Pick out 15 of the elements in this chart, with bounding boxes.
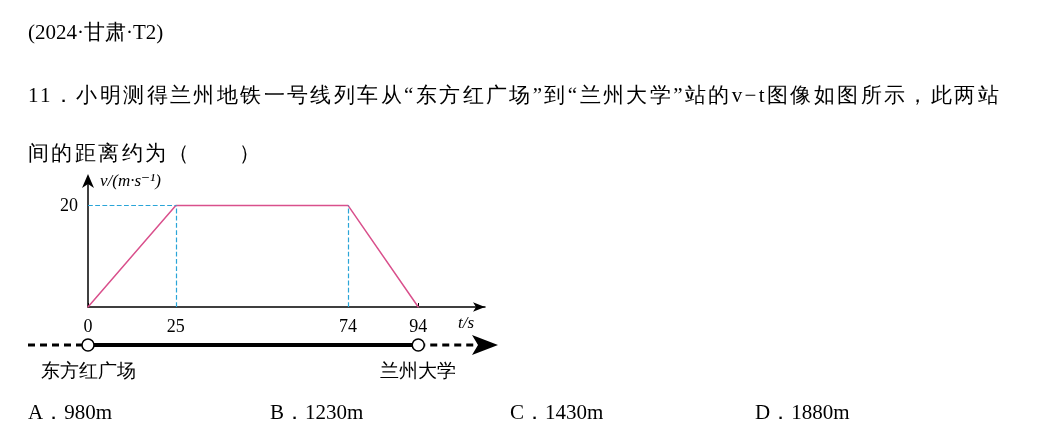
text: 兰州大学 — [380, 359, 457, 383]
x-tick-label: 0 — [83, 316, 93, 336]
text: B．1230m — [270, 399, 364, 426]
x-tick-label: 74 — [338, 316, 357, 336]
x-axis-title: t/s — [458, 313, 475, 333]
text: 11．小明测得兰州地铁一号线列车从“东方红广场”到“兰州大学”站的v−t图像如图所示，此两站间的距离约为（ ） — [28, 83, 1002, 165]
text: A．980m — [28, 399, 112, 426]
x-tick-label: 25 — [166, 316, 185, 336]
text: 20 — [60, 194, 78, 216]
y-axis-title: v/(m·s⁻¹) — [100, 170, 161, 191]
chart-title: (2024·甘肃·T2) — [28, 19, 164, 46]
text: 东方红广场 — [40, 359, 136, 383]
x-tick-label: 94 — [409, 316, 428, 336]
text: D．1880m — [755, 399, 850, 426]
text: C．1430m — [510, 399, 604, 426]
